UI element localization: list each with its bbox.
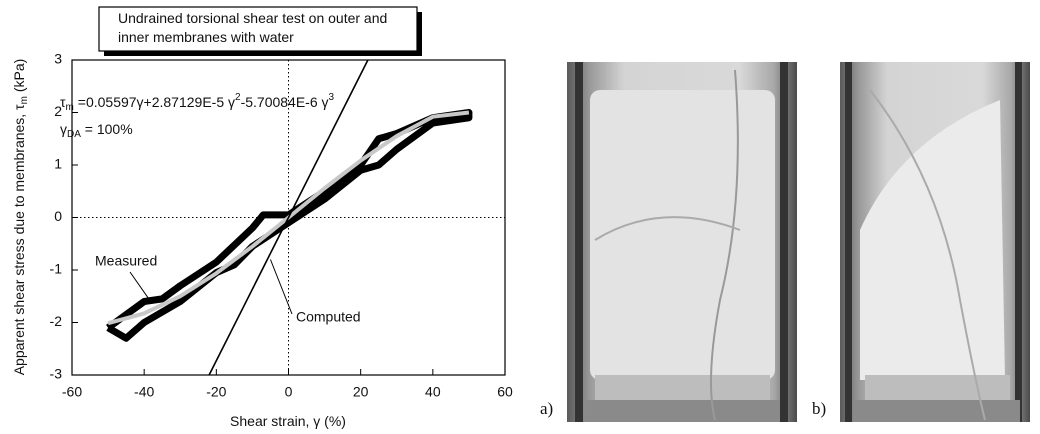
y-axis-label: Apparent shear stress due to membranes, … (11, 59, 30, 376)
plot: -60 -40 -20 0 20 40 60 -3 -2 -1 0 1 2 3 Measured Comput… (50, 51, 513, 400)
xl-part: Shear strain, (230, 413, 313, 429)
y-tick-label: 3 (54, 51, 62, 67)
xl-part: γ (313, 413, 320, 429)
x-tick-label: -40 (134, 384, 154, 400)
x-tick-label: -20 (206, 384, 226, 400)
title-box (98, 6, 418, 52)
amplitude: γDA = 100% (60, 121, 133, 140)
x-tick-label: 40 (425, 384, 441, 400)
title-holder: Undrained torsional shear test on outer … (118, 10, 388, 45)
photo-a (567, 62, 797, 422)
x-tick-label: 0 (285, 384, 293, 400)
yl-part: Apparent shear stress due to membranes, (11, 110, 27, 375)
eq-part: 2 (235, 92, 241, 103)
eq-part: =0.05597γ+2.87129E-5 γ (74, 94, 235, 110)
amp-part: γ (60, 121, 67, 137)
eq-part: 3 (329, 92, 335, 103)
x-tick-label: -60 (62, 384, 82, 400)
eq-part: m (66, 102, 74, 113)
yl-part: m (19, 96, 30, 104)
y-tick-label: -3 (50, 366, 63, 382)
xl-part: (%) (320, 413, 346, 429)
x-tick-label: 20 (353, 384, 369, 400)
series-line (208, 60, 369, 375)
y-tick-label: 1 (54, 156, 62, 172)
photo-label: a) (540, 399, 553, 418)
y-tick-label: 0 (54, 208, 62, 224)
x-tick-label: 60 (497, 384, 513, 400)
photo-b (840, 62, 1030, 422)
annotation-arrow (129, 271, 152, 303)
annotation: Measured (95, 253, 157, 269)
eq-part: -5.70084E-6 γ (241, 94, 329, 110)
x-axis-label: Shear strain, γ (%) (230, 413, 346, 429)
y-tick-label: -2 (50, 313, 63, 329)
amp-part: DA (67, 129, 81, 140)
y-tick-label: 2 (54, 103, 62, 119)
equation: τm =0.05597γ+2.87129E-5 γ2-5.70084E-6 γ3 (60, 92, 335, 113)
y-tick-label: -1 (50, 261, 63, 277)
photo-label: b) (812, 399, 826, 418)
series-line (106, 109, 473, 342)
yl-part: τ (11, 104, 27, 110)
annotation: Computed (296, 309, 361, 325)
eq-part: τ (60, 94, 66, 110)
chart-title: Undrained torsional shear test on outer … (118, 10, 388, 45)
yl-part: (kPa) (11, 59, 27, 96)
annotation-arrow (269, 259, 293, 315)
plot-frame (71, 59, 506, 376)
amp-part: = 100% (81, 121, 133, 137)
